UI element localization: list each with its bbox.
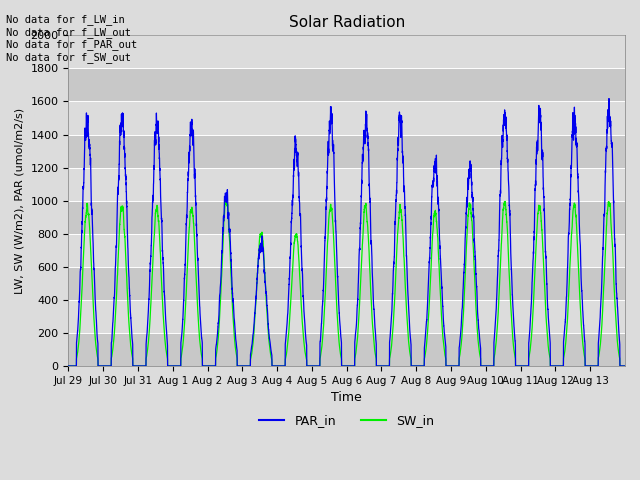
Bar — [68, 36, 625, 68]
Bar — [68, 234, 625, 267]
Bar — [68, 267, 625, 300]
Bar — [68, 333, 625, 366]
Bar — [68, 101, 625, 134]
Bar — [68, 134, 625, 168]
Bar — [68, 201, 625, 234]
Bar — [68, 300, 625, 333]
Y-axis label: LW, SW (W/m2), PAR (umol/m2/s): LW, SW (W/m2), PAR (umol/m2/s) — [15, 108, 25, 294]
Legend: PAR_in, SW_in: PAR_in, SW_in — [254, 409, 439, 432]
X-axis label: Time: Time — [332, 391, 362, 404]
Bar — [68, 68, 625, 101]
Text: No data for f_LW_in
No data for f_LW_out
No data for f_PAR_out
No data for f_SW_: No data for f_LW_in No data for f_LW_out… — [6, 14, 138, 63]
Title: Solar Radiation: Solar Radiation — [289, 15, 405, 30]
Bar — [68, 168, 625, 201]
